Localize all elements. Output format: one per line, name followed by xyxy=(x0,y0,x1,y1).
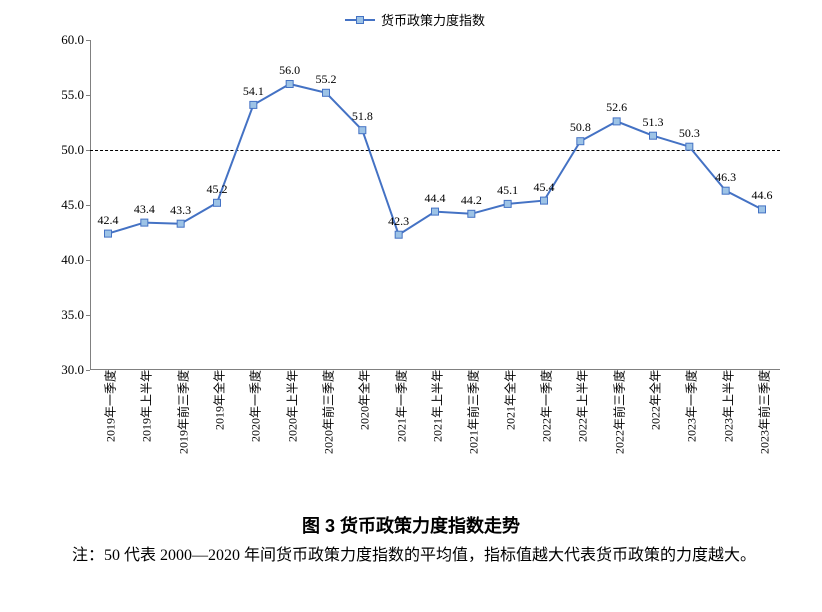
x-tick-label: 2020年上半年 xyxy=(279,370,300,442)
x-tick-label: 2019年前三季度 xyxy=(170,370,191,454)
x-tick-label: 2023年一季度 xyxy=(679,370,700,442)
legend-swatch-line xyxy=(345,19,375,21)
data-label: 54.1 xyxy=(243,84,264,99)
x-tick-label: 2021年上半年 xyxy=(425,370,446,442)
x-tick-label: 2023年上半年 xyxy=(715,370,736,442)
chart-container: 货币政策力度指数 30.035.040.045.050.055.060.0201… xyxy=(40,10,790,480)
data-label: 42.3 xyxy=(388,214,409,229)
data-label: 51.3 xyxy=(643,115,664,130)
y-tick xyxy=(86,150,90,151)
data-label: 42.4 xyxy=(98,213,119,228)
data-label: 50.3 xyxy=(679,126,700,141)
data-label: 44.4 xyxy=(425,191,446,206)
y-tick xyxy=(86,370,90,371)
y-tick xyxy=(86,95,90,96)
data-label: 46.3 xyxy=(715,170,736,185)
x-tick-label: 2019年全年 xyxy=(207,370,228,430)
x-tick-label: 2022年全年 xyxy=(643,370,664,430)
y-tick xyxy=(86,315,90,316)
note-prefix: 注： xyxy=(72,547,104,564)
x-tick-label: 2020年前三季度 xyxy=(316,370,337,454)
x-tick-label: 2022年前三季度 xyxy=(606,370,627,454)
legend: 货币政策力度指数 xyxy=(345,10,485,29)
x-tick-label: 2021年一季度 xyxy=(388,370,409,442)
data-label: 45.2 xyxy=(207,182,228,197)
figure-caption: 图 3 货币政策力度指数走势 xyxy=(0,512,822,538)
data-label: 50.8 xyxy=(570,120,591,135)
data-label: 45.4 xyxy=(534,180,555,195)
legend-swatch-marker xyxy=(356,16,364,24)
figure-note: 注：50 代表 2000—2020 年间货币政策力度指数的平均值，指标值越大代表… xyxy=(40,542,782,571)
x-tick-label: 2019年上半年 xyxy=(134,370,155,442)
note-body: 50 代表 2000—2020 年间货币政策力度指数的平均值，指标值越大代表货币… xyxy=(104,547,756,564)
data-label: 55.2 xyxy=(316,72,337,87)
data-label: 44.2 xyxy=(461,193,482,208)
y-tick xyxy=(86,40,90,41)
data-label: 43.3 xyxy=(170,203,191,218)
x-tick-label: 2022年上半年 xyxy=(570,370,591,442)
data-label: 51.8 xyxy=(352,109,373,124)
legend-label: 货币政策力度指数 xyxy=(381,10,485,29)
x-tick-label: 2020年一季度 xyxy=(243,370,264,442)
y-tick xyxy=(86,205,90,206)
data-label: 52.6 xyxy=(606,100,627,115)
x-tick-label: 2019年一季度 xyxy=(98,370,119,442)
x-tick-label: 2020年全年 xyxy=(352,370,373,430)
data-label: 43.4 xyxy=(134,202,155,217)
data-label: 56.0 xyxy=(279,63,300,78)
x-tick-label: 2022年一季度 xyxy=(534,370,555,442)
x-tick-label: 2021年全年 xyxy=(497,370,518,430)
x-tick-label: 2023年前三季度 xyxy=(752,370,773,454)
plot-area: 30.035.040.045.050.055.060.02019年一季度2019… xyxy=(90,40,780,370)
x-tick-label: 2021年前三季度 xyxy=(461,370,482,454)
y-tick xyxy=(86,260,90,261)
data-label: 45.1 xyxy=(497,183,518,198)
data-label: 44.6 xyxy=(752,188,773,203)
